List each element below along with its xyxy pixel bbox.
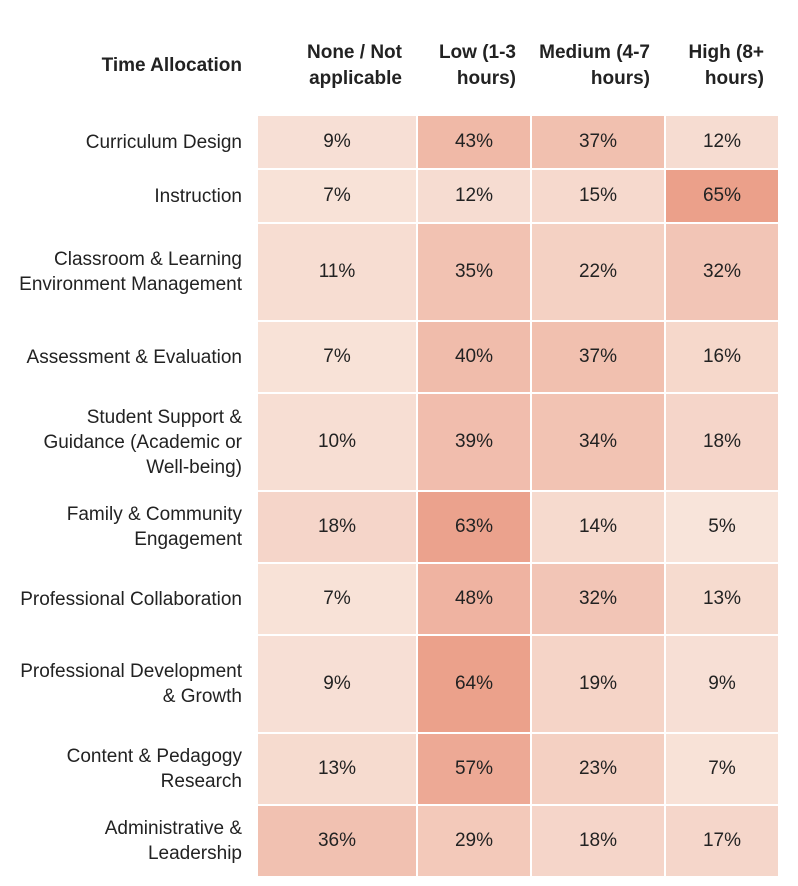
- heatmap-cell: 7%: [258, 322, 416, 392]
- heatmap-cell: 37%: [532, 116, 664, 168]
- heatmap-cell: 9%: [258, 636, 416, 732]
- table-row: Administrative & Leadership 36% 29% 18% 17%: [18, 806, 778, 876]
- heatmap-cell: 11%: [258, 224, 416, 320]
- heatmap-cell: 48%: [418, 564, 530, 634]
- heatmap-cell: 7%: [258, 170, 416, 222]
- heatmap-cell: 18%: [258, 492, 416, 562]
- table-row: Student Support & Guidance (Academic or …: [18, 394, 778, 490]
- row-label: Classroom & Learning Environment Managem…: [18, 224, 256, 320]
- heatmap-cell: 18%: [532, 806, 664, 876]
- row-label: Family & Community Engagement: [18, 492, 256, 562]
- column-header-medium: Medium (4-7 hours): [532, 18, 664, 114]
- heatmap-cell: 32%: [666, 224, 778, 320]
- heatmap-cell: 37%: [532, 322, 664, 392]
- heatmap-cell: 19%: [532, 636, 664, 732]
- header-row: Time Allocation None / Not applicable Lo…: [18, 18, 778, 114]
- row-label: Professional Collaboration: [18, 564, 256, 634]
- table-row: Classroom & Learning Environment Managem…: [18, 224, 778, 320]
- column-header-low: Low (1-3 hours): [418, 18, 530, 114]
- heatmap-cell: 16%: [666, 322, 778, 392]
- column-header-none: None / Not applicable: [258, 18, 416, 114]
- heatmap-cell: 32%: [532, 564, 664, 634]
- heatmap-cell: 5%: [666, 492, 778, 562]
- heatmap-cell: 35%: [418, 224, 530, 320]
- heatmap-cell: 23%: [532, 734, 664, 804]
- row-label: Student Support & Guidance (Academic or …: [18, 394, 256, 490]
- heatmap-cell: 40%: [418, 322, 530, 392]
- heatmap-cell: 57%: [418, 734, 530, 804]
- heatmap-cell: 9%: [258, 116, 416, 168]
- heatmap-cell: 15%: [532, 170, 664, 222]
- table-row: Curriculum Design 9% 43% 37% 12%: [18, 116, 778, 168]
- heatmap-cell: 39%: [418, 394, 530, 490]
- row-label: Content & Pedagogy Research: [18, 734, 256, 804]
- table-row: Family & Community Engagement 18% 63% 14% 5%: [18, 492, 778, 562]
- table-row: Instruction 7% 12% 15% 65%: [18, 170, 778, 222]
- column-header-high: High (8+ hours): [666, 18, 778, 114]
- table-row: Assessment & Evaluation 7% 40% 37% 16%: [18, 322, 778, 392]
- row-label: Assessment & Evaluation: [18, 322, 256, 392]
- heatmap-cell: 12%: [666, 116, 778, 168]
- table-row: Content & Pedagogy Research 13% 57% 23% 7%: [18, 734, 778, 804]
- heatmap-body: Curriculum Design 9% 43% 37% 12% Instruction 7…: [18, 116, 778, 876]
- heatmap-cell: 7%: [666, 734, 778, 804]
- heatmap-cell: 65%: [666, 170, 778, 222]
- row-label: Administrative & Leadership: [18, 806, 256, 876]
- heatmap-cell: 13%: [666, 564, 778, 634]
- heatmap-cell: 14%: [532, 492, 664, 562]
- row-label: Curriculum Design: [18, 116, 256, 168]
- heatmap-cell: 36%: [258, 806, 416, 876]
- heatmap-cell: 22%: [532, 224, 664, 320]
- row-label: Professional Development & Growth: [18, 636, 256, 732]
- heatmap-cell: 64%: [418, 636, 530, 732]
- heatmap-cell: 13%: [258, 734, 416, 804]
- heatmap-cell: 9%: [666, 636, 778, 732]
- heatmap-cell: 10%: [258, 394, 416, 490]
- heatmap-cell: 29%: [418, 806, 530, 876]
- heatmap-cell: 12%: [418, 170, 530, 222]
- table-row: Professional Collaboration 7% 48% 32% 13%: [18, 564, 778, 634]
- heatmap-cell: 43%: [418, 116, 530, 168]
- heatmap-cell: 18%: [666, 394, 778, 490]
- row-label: Instruction: [18, 170, 256, 222]
- heatmap-cell: 7%: [258, 564, 416, 634]
- heatmap-cell: 17%: [666, 806, 778, 876]
- heatmap-cell: 63%: [418, 492, 530, 562]
- heatmap-table: Time Allocation None / Not applicable Lo…: [16, 16, 780, 878]
- heatmap-title: Time Allocation: [18, 18, 256, 114]
- heatmap-cell: 34%: [532, 394, 664, 490]
- table-row: Professional Development & Growth 9% 64% 19…: [18, 636, 778, 732]
